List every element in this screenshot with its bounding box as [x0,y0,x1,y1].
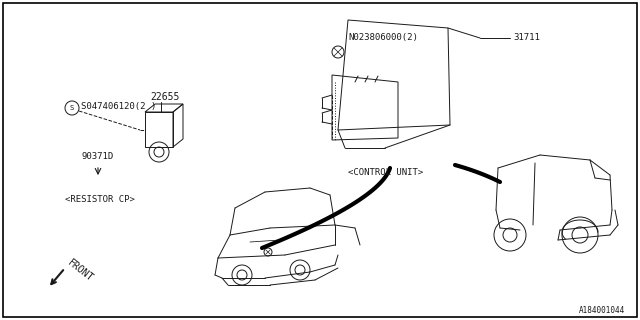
Text: S047406120(2 ): S047406120(2 ) [81,101,156,110]
Text: N023806000(2): N023806000(2) [348,33,418,42]
Text: <CONTROL UNIT>: <CONTROL UNIT> [348,168,423,177]
Text: 90371D: 90371D [82,152,115,161]
Text: 22655: 22655 [150,92,179,102]
Text: S: S [70,105,74,111]
Text: A184001044: A184001044 [579,306,625,315]
Text: <RESISTOR CP>: <RESISTOR CP> [65,195,135,204]
Text: FRONT: FRONT [66,258,95,284]
Text: 31711: 31711 [513,34,540,43]
